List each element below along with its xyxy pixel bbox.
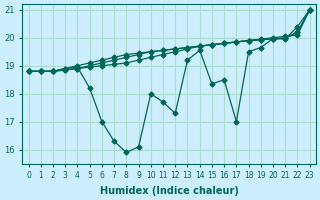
X-axis label: Humidex (Indice chaleur): Humidex (Indice chaleur) [100, 186, 239, 196]
